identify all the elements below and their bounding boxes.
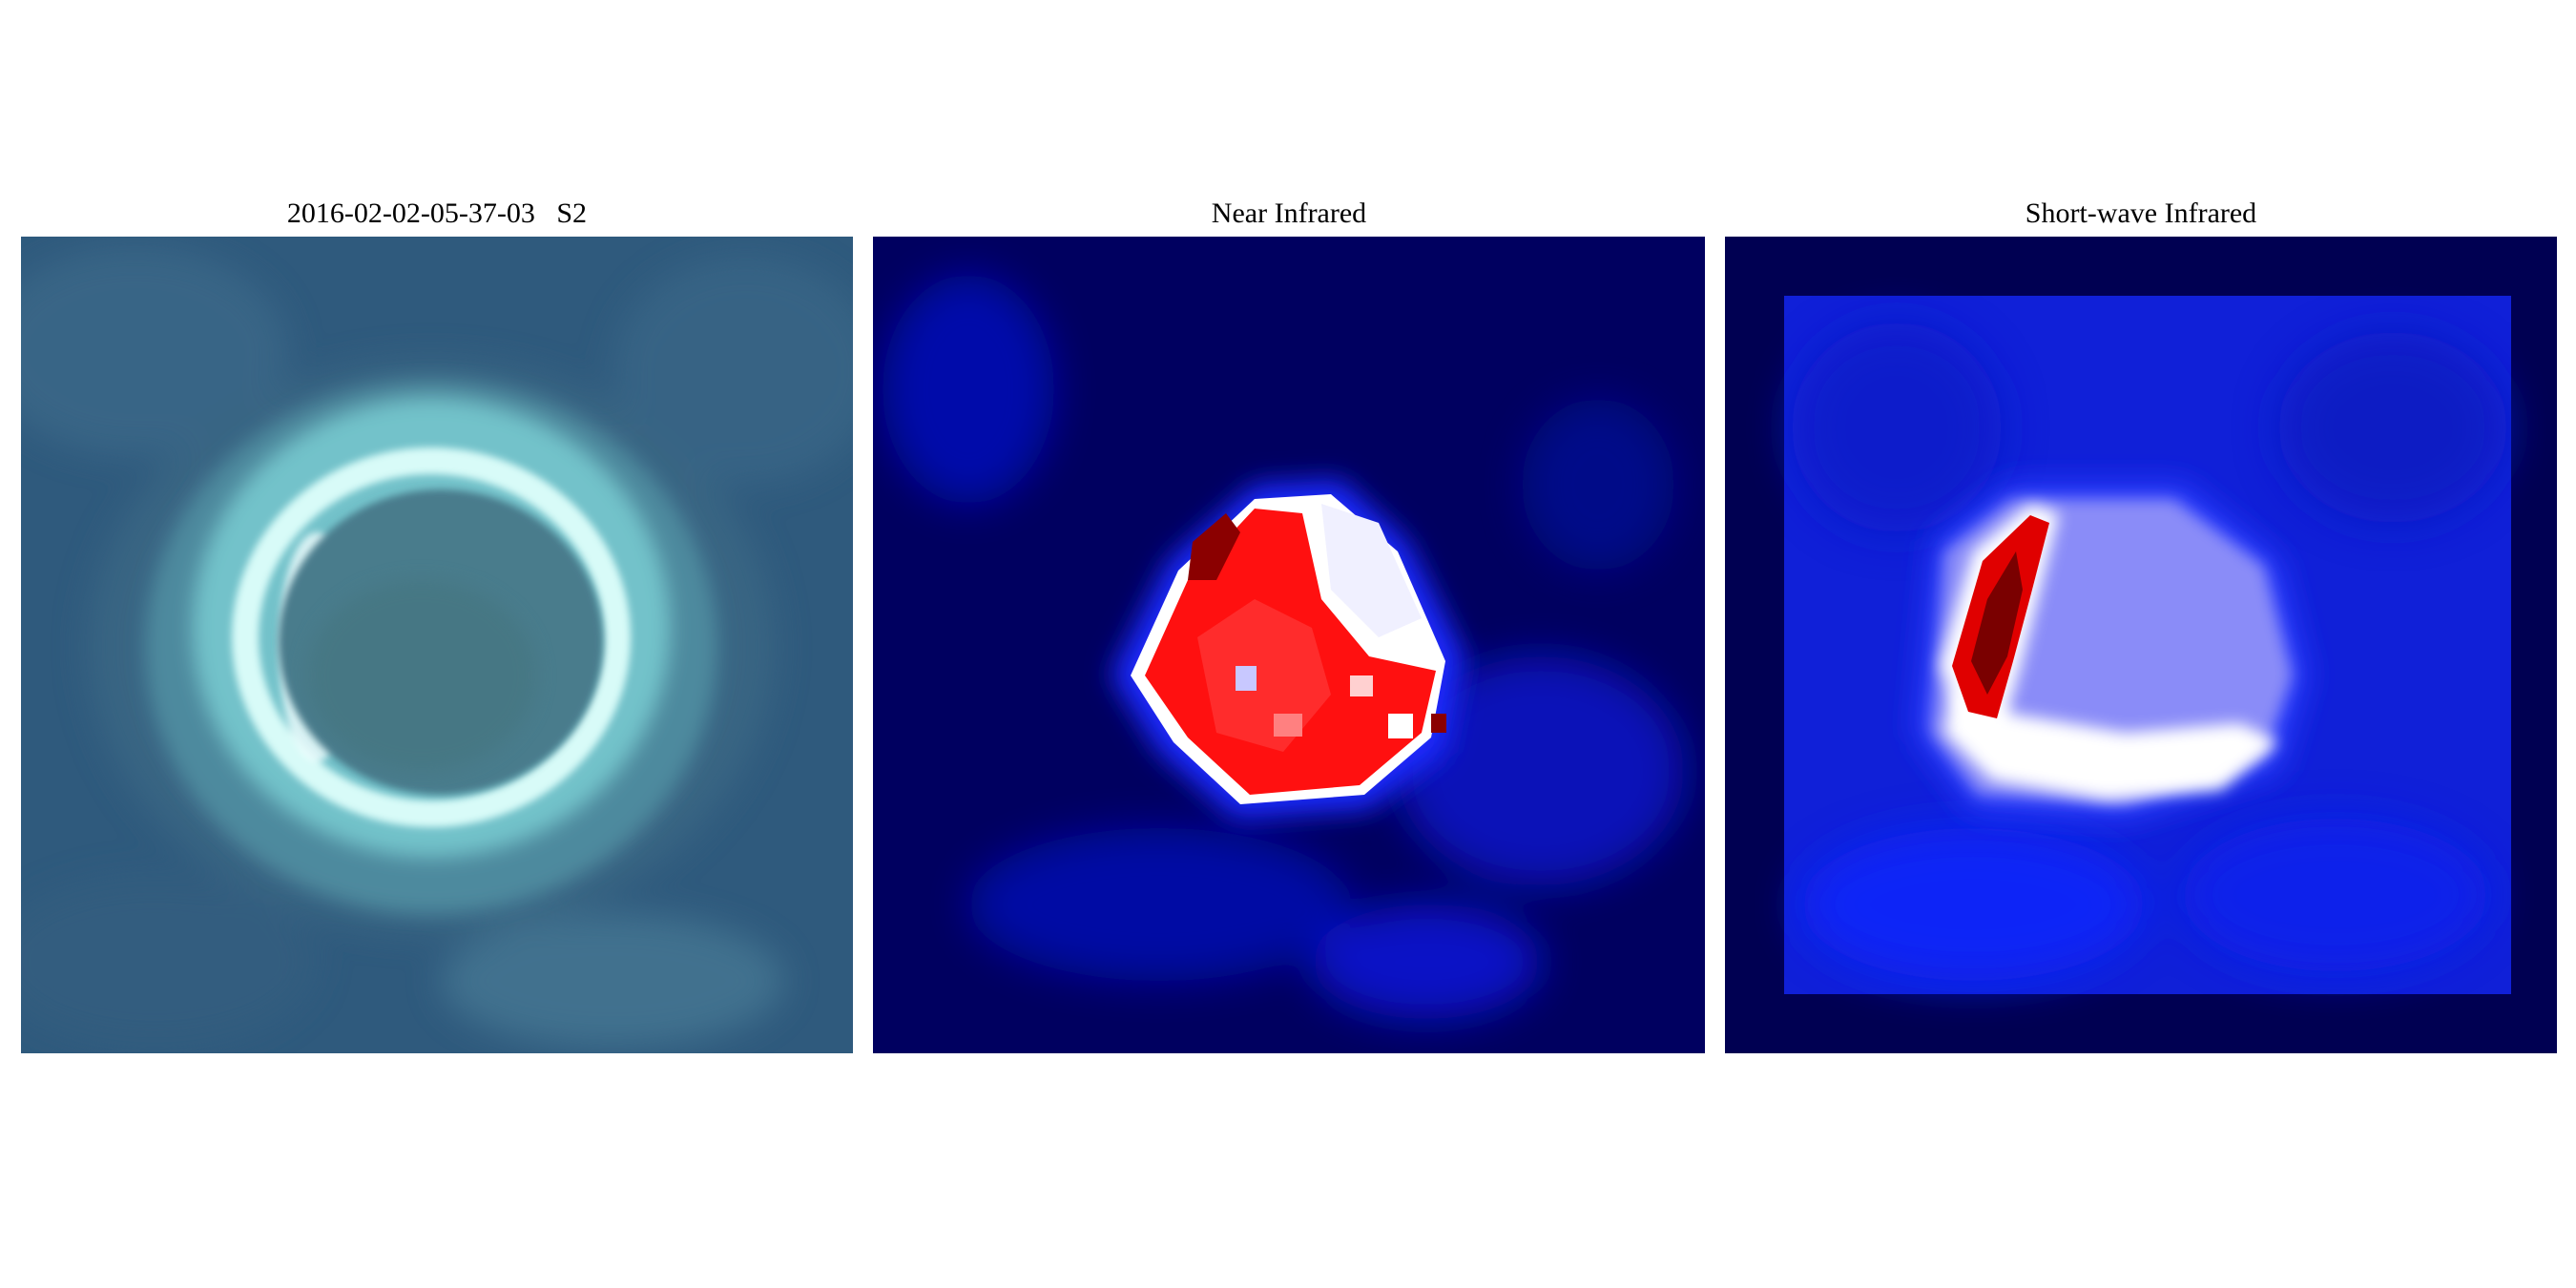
rgb-panel-title: 2016-02-02-05-37-03 S2 <box>286 197 588 229</box>
nir-heatmap-image <box>873 237 1705 1053</box>
nir-panel: Near Infrared <box>873 185 1705 1053</box>
swir-panel: Short-wave Infrared <box>1725 185 2557 1053</box>
swir-heatmap-image <box>1725 237 2557 1053</box>
rgb-composite-image <box>21 237 853 1053</box>
rgb-panel: 2016-02-02-05-37-03 S2 <box>21 185 853 1053</box>
swir-panel-title: Short-wave Infrared <box>2025 197 2257 229</box>
nir-panel-title: Near Infrared <box>1211 197 1367 229</box>
